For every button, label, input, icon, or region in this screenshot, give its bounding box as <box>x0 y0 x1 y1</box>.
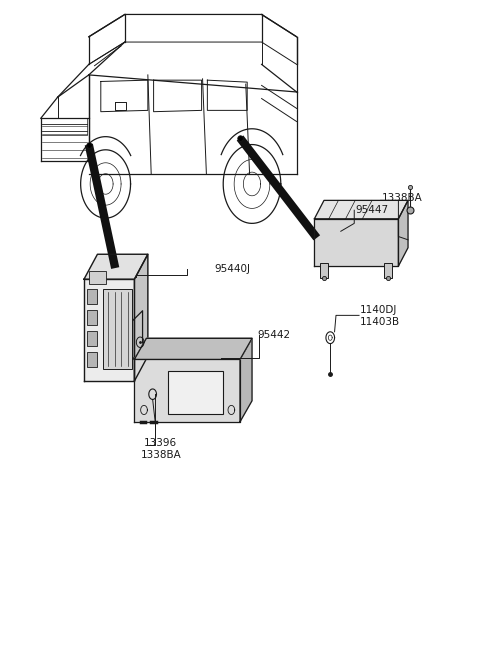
Text: 1338BA: 1338BA <box>382 193 422 204</box>
Text: 11403B: 11403B <box>360 317 400 327</box>
Bar <box>87 289 97 304</box>
Polygon shape <box>240 338 252 422</box>
Bar <box>320 263 328 278</box>
Text: 13396: 13396 <box>144 438 178 449</box>
Polygon shape <box>134 359 240 422</box>
Text: 95447: 95447 <box>355 205 388 215</box>
Polygon shape <box>398 200 408 266</box>
Text: 95440J: 95440J <box>215 264 251 275</box>
Polygon shape <box>84 279 134 381</box>
Text: 1140DJ: 1140DJ <box>360 305 397 315</box>
Polygon shape <box>134 338 252 359</box>
Bar <box>87 310 97 325</box>
Text: 1338BA: 1338BA <box>141 449 181 460</box>
Bar <box>89 271 106 284</box>
Polygon shape <box>134 254 148 381</box>
Bar <box>168 371 223 414</box>
Bar <box>384 263 392 278</box>
Polygon shape <box>134 338 252 359</box>
Bar <box>87 352 97 367</box>
Polygon shape <box>132 311 143 359</box>
Bar <box>87 331 97 346</box>
Bar <box>103 289 132 369</box>
Polygon shape <box>314 200 408 219</box>
Polygon shape <box>84 254 148 279</box>
Text: 95442: 95442 <box>257 330 290 340</box>
Polygon shape <box>314 219 398 266</box>
